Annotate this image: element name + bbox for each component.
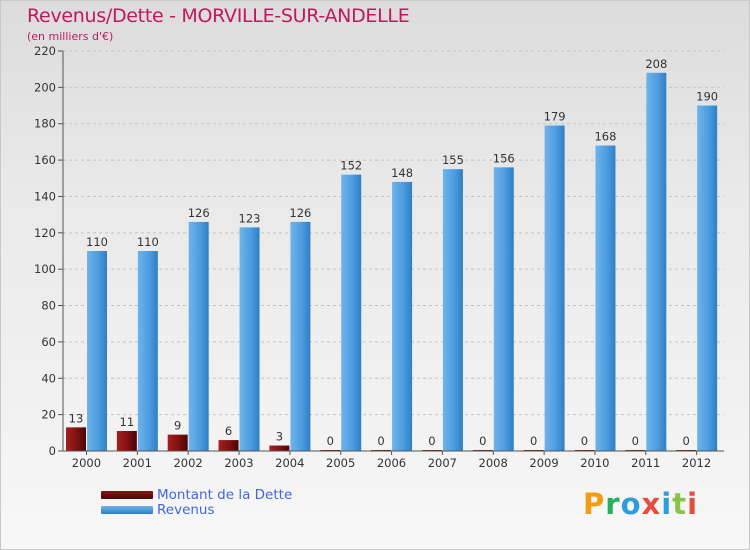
x-tick-label: 2009 bbox=[529, 456, 558, 470]
y-tick-label: 180 bbox=[34, 117, 56, 131]
data-label-dette-2005: 0 bbox=[327, 434, 334, 448]
bar-revenus-2003 bbox=[239, 227, 260, 451]
data-label-revenus-2001: 110 bbox=[137, 235, 159, 249]
logo-letter: i bbox=[661, 487, 673, 521]
bar-dette-2001 bbox=[116, 431, 137, 451]
y-tick-label: 200 bbox=[34, 80, 56, 94]
x-tick-label: 2001 bbox=[123, 456, 152, 470]
data-label-dette-2010: 0 bbox=[581, 434, 588, 448]
chart-title: Revenus/Dette - MORVILLE-SUR-ANDELLE bbox=[27, 5, 410, 27]
bar-revenus-2010 bbox=[595, 145, 616, 451]
bar-revenus-2001 bbox=[137, 251, 158, 451]
chart-legend: Montant de la Dette Revenus bbox=[101, 486, 293, 518]
x-tick-label: 2006 bbox=[377, 456, 406, 470]
x-tick-label: 2004 bbox=[275, 456, 304, 470]
y-tick-label: 80 bbox=[41, 299, 56, 313]
y-tick-label: 160 bbox=[34, 153, 56, 167]
x-tick-label: 2000 bbox=[72, 456, 101, 470]
logo-letter: r bbox=[605, 487, 621, 521]
legend-label-dette: Montant de la Dette bbox=[157, 486, 293, 503]
bar-revenus-2004 bbox=[290, 221, 311, 451]
data-label-dette-2002: 9 bbox=[174, 419, 181, 433]
x-tick-label: 2003 bbox=[224, 456, 253, 470]
y-tick-label: 140 bbox=[34, 189, 56, 203]
y-tick-label: 40 bbox=[41, 371, 56, 385]
x-tick-label: 2007 bbox=[428, 456, 457, 470]
data-label-revenus-2004: 126 bbox=[289, 206, 311, 220]
y-tick-label: 20 bbox=[41, 408, 56, 422]
x-tick-label: 2005 bbox=[326, 456, 355, 470]
x-tick-label: 2010 bbox=[580, 456, 609, 470]
legend-swatch-dette bbox=[101, 490, 153, 499]
bar-dette-2002 bbox=[167, 434, 188, 451]
legend-item-dette: Montant de la Dette bbox=[101, 486, 293, 503]
y-tick-label: 100 bbox=[34, 262, 56, 276]
data-label-revenus-2008: 156 bbox=[493, 151, 515, 165]
logo-letter: i bbox=[687, 487, 699, 521]
data-label-dette-2011: 0 bbox=[632, 434, 639, 448]
chart-subtitle: (en milliers d'€) bbox=[27, 30, 114, 43]
logo-letter: P bbox=[583, 487, 606, 521]
bar-revenus-2006 bbox=[392, 181, 413, 451]
bar-revenus-2012 bbox=[697, 105, 718, 451]
data-label-dette-2006: 0 bbox=[377, 434, 384, 448]
data-label-revenus-2011: 208 bbox=[645, 57, 667, 71]
data-label-dette-2003: 6 bbox=[225, 424, 232, 438]
x-tick-label: 2011 bbox=[631, 456, 660, 470]
legend-label-revenus: Revenus bbox=[157, 501, 215, 518]
x-tick-label: 2012 bbox=[682, 456, 711, 470]
data-label-revenus-2007: 155 bbox=[442, 153, 464, 167]
data-label-dette-2007: 0 bbox=[428, 434, 435, 448]
data-label-dette-2004: 3 bbox=[276, 430, 283, 444]
bar-dette-2004 bbox=[269, 445, 290, 451]
y-tick-label: 0 bbox=[49, 444, 56, 458]
data-label-dette-2009: 0 bbox=[530, 434, 537, 448]
bar-revenus-2005 bbox=[341, 174, 362, 452]
data-label-revenus-2009: 179 bbox=[544, 110, 566, 124]
y-tick-label: 220 bbox=[34, 44, 56, 58]
bar-revenus-2009 bbox=[544, 125, 565, 451]
data-label-dette-2012: 0 bbox=[682, 434, 689, 448]
bar-revenus-2008 bbox=[493, 167, 514, 451]
legend-item-revenus: Revenus bbox=[101, 501, 292, 518]
bar-dette-2003 bbox=[218, 440, 239, 451]
bar-revenus-2000 bbox=[87, 251, 107, 451]
data-label-revenus-2010: 168 bbox=[594, 130, 616, 144]
data-label-dette-2001: 11 bbox=[120, 415, 135, 429]
data-label-dette-2008: 0 bbox=[479, 434, 486, 448]
x-tick-label: 2008 bbox=[479, 456, 508, 470]
x-tick-label: 2002 bbox=[173, 456, 202, 470]
data-label-revenus-2002: 126 bbox=[188, 206, 210, 220]
data-label-revenus-2006: 148 bbox=[391, 166, 413, 180]
data-label-revenus-2005: 152 bbox=[340, 159, 362, 173]
logo-letter: x bbox=[641, 487, 662, 521]
logo-letter: t bbox=[672, 487, 688, 521]
proxiti-logo: Proxiti bbox=[583, 487, 698, 521]
y-tick-label: 60 bbox=[41, 335, 56, 349]
bar-revenus-2002 bbox=[188, 221, 209, 451]
bar-revenus-2011 bbox=[646, 72, 667, 452]
bar-revenus-2007 bbox=[442, 169, 463, 451]
data-label-revenus-2003: 123 bbox=[239, 211, 261, 225]
y-tick-label: 120 bbox=[34, 226, 56, 240]
logo-letter: o bbox=[620, 487, 642, 521]
legend-swatch-revenus bbox=[101, 505, 153, 514]
data-label-revenus-2000: 110 bbox=[86, 235, 108, 249]
data-label-revenus-2012: 190 bbox=[696, 90, 718, 104]
data-label-dette-2000: 13 bbox=[69, 411, 84, 425]
bar-dette-2000 bbox=[66, 427, 86, 451]
